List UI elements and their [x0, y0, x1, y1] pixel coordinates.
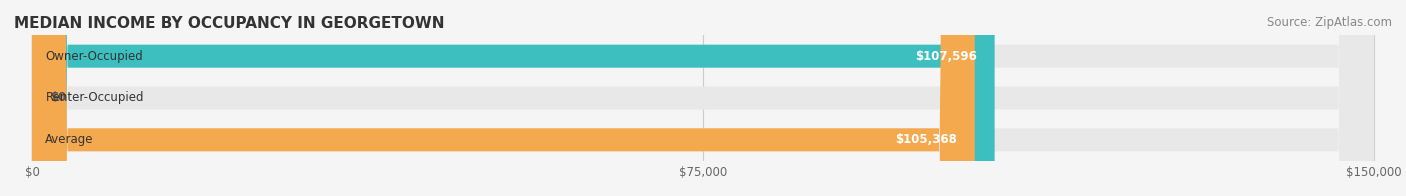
- FancyBboxPatch shape: [32, 0, 974, 196]
- FancyBboxPatch shape: [32, 0, 1374, 196]
- Text: $105,368: $105,368: [896, 133, 957, 146]
- Text: $0: $0: [49, 92, 66, 104]
- Text: MEDIAN INCOME BY OCCUPANCY IN GEORGETOWN: MEDIAN INCOME BY OCCUPANCY IN GEORGETOWN: [14, 16, 444, 31]
- FancyBboxPatch shape: [32, 0, 1374, 196]
- FancyBboxPatch shape: [32, 0, 1374, 196]
- Text: Renter-Occupied: Renter-Occupied: [45, 92, 143, 104]
- Text: $107,596: $107,596: [915, 50, 977, 63]
- Text: Owner-Occupied: Owner-Occupied: [45, 50, 143, 63]
- Text: Source: ZipAtlas.com: Source: ZipAtlas.com: [1267, 16, 1392, 29]
- FancyBboxPatch shape: [32, 0, 994, 196]
- Text: Average: Average: [45, 133, 94, 146]
- FancyBboxPatch shape: [32, 0, 37, 196]
